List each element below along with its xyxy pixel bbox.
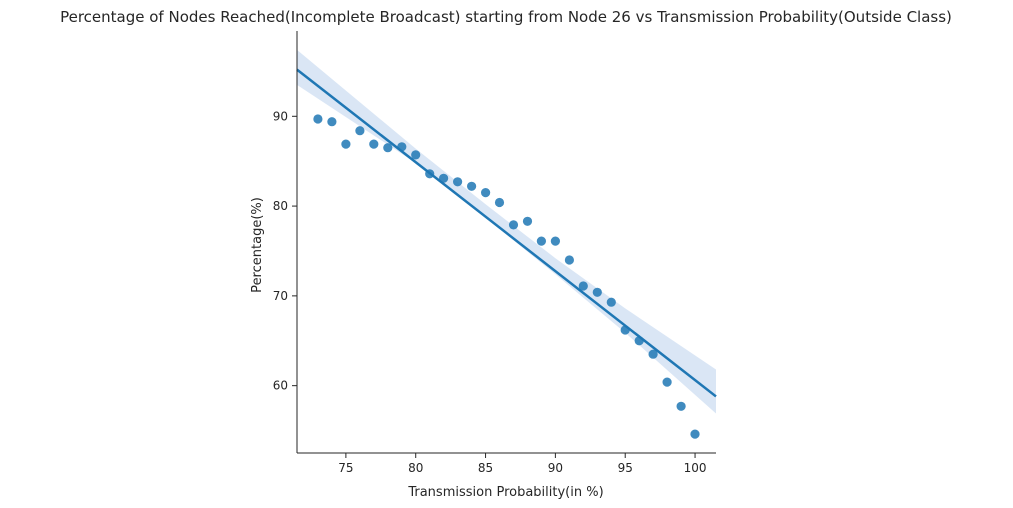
y-tick-label: 80 xyxy=(273,199,288,213)
data-point xyxy=(494,197,505,208)
y-tick-label: 60 xyxy=(273,379,288,393)
y-ticks: 60 70 80 90 xyxy=(273,109,297,393)
data-point xyxy=(383,143,393,153)
chart-title: Percentage of Nodes Reached(Incomplete B… xyxy=(60,8,952,26)
scatter-points-layer xyxy=(313,114,700,439)
data-point xyxy=(425,169,435,179)
x-tick-label: 75 xyxy=(338,461,353,475)
data-point xyxy=(439,173,449,183)
data-point xyxy=(606,297,616,307)
data-point xyxy=(369,139,379,149)
data-point xyxy=(453,177,463,187)
data-point xyxy=(648,349,658,359)
data-point xyxy=(564,255,575,265)
regression-line xyxy=(296,68,717,398)
data-point xyxy=(550,236,561,246)
data-point xyxy=(508,220,519,230)
data-point xyxy=(634,336,644,346)
x-tick-label: 100 xyxy=(684,461,707,475)
x-axis-label: Transmission Probability(in %) xyxy=(407,485,603,500)
y-axis-label: Percentage(%) xyxy=(250,197,265,293)
data-point xyxy=(522,216,533,226)
x-tick-label: 85 xyxy=(478,461,493,475)
data-point xyxy=(341,139,351,149)
data-point xyxy=(578,281,588,291)
plot-area xyxy=(296,49,717,439)
x-tick-label: 80 xyxy=(408,461,423,475)
x-tick-label: 90 xyxy=(548,461,563,475)
data-point xyxy=(690,429,700,439)
data-point xyxy=(467,181,477,191)
data-point xyxy=(662,377,672,387)
x-ticks: 75 80 85 90 95 100 xyxy=(338,453,707,475)
y-tick-label: 70 xyxy=(273,289,288,303)
data-point xyxy=(327,117,337,127)
data-point xyxy=(411,150,421,160)
x-tick-label: 95 xyxy=(618,461,633,475)
data-point xyxy=(313,114,323,124)
data-point xyxy=(481,188,491,198)
data-point xyxy=(620,325,630,335)
data-point xyxy=(355,126,365,136)
data-point xyxy=(397,142,407,152)
y-tick-label: 90 xyxy=(273,109,288,123)
data-point xyxy=(592,287,602,297)
regression-line-layer xyxy=(296,68,717,398)
data-point xyxy=(676,401,686,411)
data-point xyxy=(536,236,547,246)
